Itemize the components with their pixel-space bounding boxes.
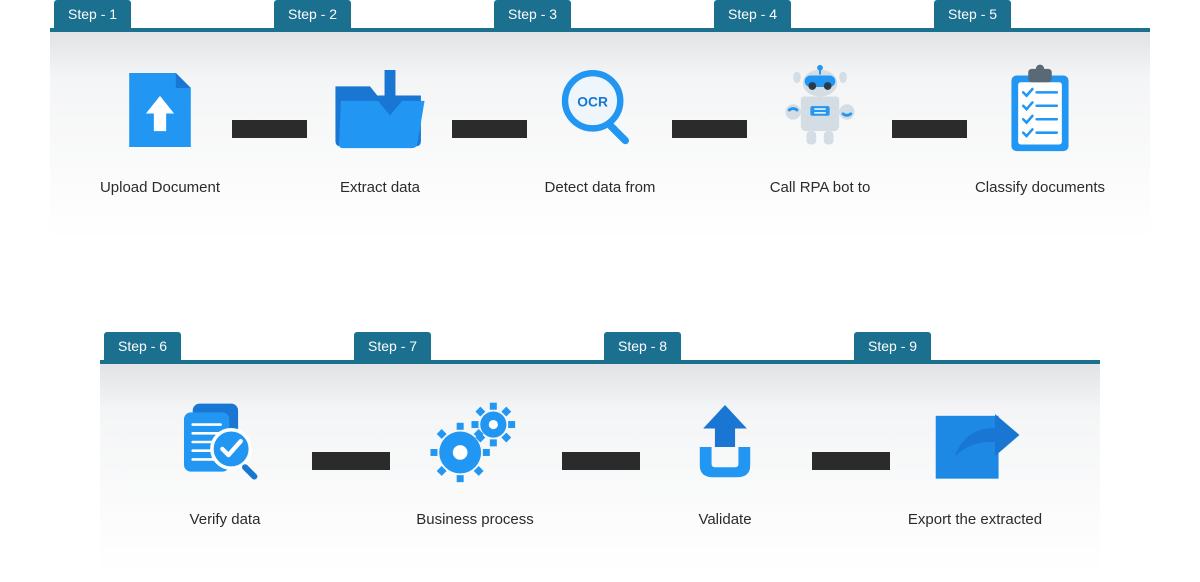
step-label: Step - 3	[494, 0, 571, 28]
step-label: Step - 1	[54, 0, 131, 28]
step-label: Step - 5	[934, 0, 1011, 28]
flow-connector	[232, 120, 307, 138]
step-caption: Business process	[416, 510, 534, 530]
step-caption: Upload Document	[100, 178, 220, 198]
folder-extract-icon	[330, 60, 430, 160]
flow-connector	[452, 120, 527, 138]
flow-connector	[312, 452, 390, 470]
ocr-lens-icon: OCR	[550, 60, 650, 160]
svg-text:OCR: OCR	[577, 94, 608, 109]
step-label: Step - 7	[354, 332, 431, 360]
step-label: Step - 2	[274, 0, 351, 28]
step-caption: Export the extracted	[908, 510, 1042, 530]
gears-icon	[425, 392, 525, 492]
verify-icon	[175, 392, 275, 492]
flow-connector	[892, 120, 967, 138]
step-label: Step - 9	[854, 332, 931, 360]
step-label: Step - 4	[714, 0, 791, 28]
step-caption: Call RPA bot to	[770, 178, 871, 198]
step-caption: Detect data from	[545, 178, 656, 198]
flow-connector	[812, 452, 890, 470]
step-caption: Classify documents	[975, 178, 1105, 198]
upload-doc-icon	[110, 60, 210, 160]
flow-connector	[672, 120, 747, 138]
process-row-top: Step - 1 Upload Document Step - 2 Extrac…	[10, 0, 1190, 242]
process-row-bottom: Step - 6 Verify data Step - 7 Business p…	[10, 332, 1190, 574]
clipboard-check-icon	[990, 60, 1090, 160]
validate-up-icon	[675, 392, 775, 492]
flow-connector	[562, 452, 640, 470]
step-label: Step - 8	[604, 332, 681, 360]
robot-icon	[770, 60, 870, 160]
step-caption: Verify data	[190, 510, 261, 530]
export-share-icon	[925, 392, 1025, 492]
step-caption: Extract data	[340, 178, 420, 198]
step-label: Step - 6	[104, 332, 181, 360]
step-caption: Validate	[698, 510, 751, 530]
